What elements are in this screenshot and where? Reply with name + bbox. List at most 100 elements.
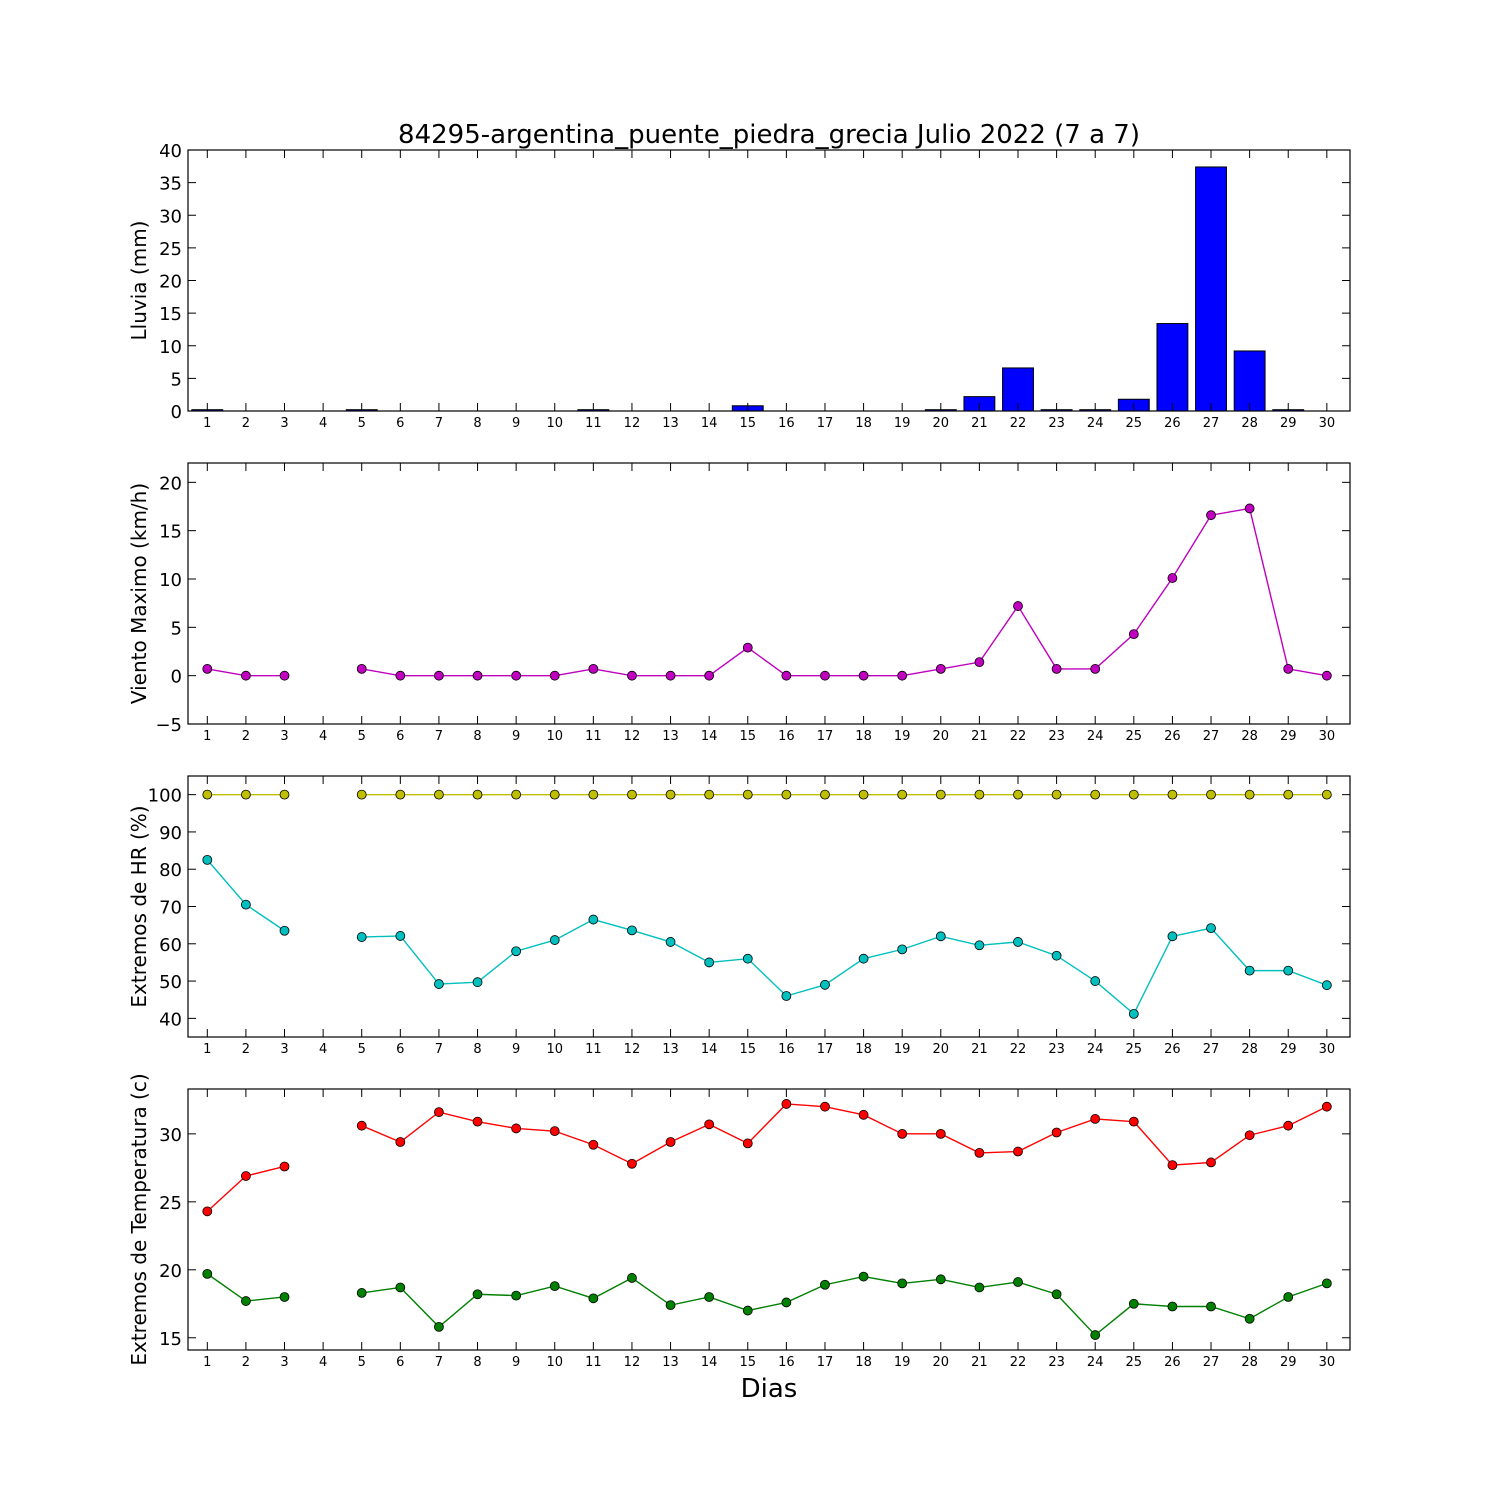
x-tick-label: 22	[1010, 416, 1027, 431]
series-1-point-day-27	[1206, 1157, 1216, 1168]
x-tick-label: 7	[435, 1355, 443, 1370]
series-1-point-day-10	[549, 1126, 560, 1137]
x-tick-label: 2	[242, 416, 250, 431]
series-2-point-day-17	[820, 1279, 830, 1290]
series-2-point-day-6	[395, 931, 406, 941]
series-1-point-day-21	[974, 657, 985, 668]
series-1-point-day-30	[1321, 1101, 1332, 1112]
series-1-point-day-1	[202, 789, 213, 800]
series-2-point-day-26	[1167, 1301, 1178, 1312]
series-1-point-day-2	[241, 789, 251, 800]
x-tick-label: 19	[894, 1355, 911, 1370]
x-tick-label: 10	[546, 1042, 563, 1057]
series-2-point-day-10	[549, 935, 560, 945]
series-2-point-day-25	[1128, 1298, 1139, 1309]
series-2-point-day-25	[1128, 1008, 1139, 1019]
plot-area	[188, 463, 1350, 724]
series-1-point-day-22	[1013, 1146, 1023, 1157]
series-1-point-day-16	[781, 1099, 792, 1109]
series-1-point-day-3	[279, 670, 290, 681]
y-axis-label: Extremos de HR (%)	[127, 805, 151, 1007]
y-tick-label: 100	[148, 786, 182, 807]
x-tick-label: 27	[1203, 1042, 1220, 1057]
x-tick-label: 16	[778, 416, 795, 431]
series-1-point-day-12	[627, 1158, 637, 1169]
series-2-point-day-13	[665, 937, 676, 947]
series-2-point-day-12	[627, 925, 637, 936]
x-tick-label: 17	[817, 1042, 834, 1057]
x-tick-label: 15	[739, 416, 756, 431]
x-tick-label: 15	[739, 1042, 756, 1057]
x-tick-label: 12	[624, 1355, 641, 1370]
y-tick-label: 15	[159, 304, 182, 325]
x-tick-label: 1	[203, 729, 211, 744]
x-tick-label: 7	[435, 729, 443, 744]
series-1-point-day-28	[1244, 789, 1255, 800]
series-2-point-day-7	[434, 1321, 444, 1332]
y-tick-label: 40	[159, 141, 182, 162]
y-tick-label: 15	[159, 522, 182, 543]
x-tick-label: 30	[1319, 1355, 1336, 1370]
series-2-point-day-16	[781, 991, 792, 1001]
series-1-point-day-11	[588, 664, 599, 674]
x-tick-label: 17	[817, 1355, 834, 1370]
series-1-point-day-9	[511, 789, 522, 800]
x-tick-label: 10	[546, 416, 563, 431]
x-tick-label: 21	[971, 1355, 988, 1370]
series-1-point-day-28	[1244, 503, 1255, 514]
series-2-point-day-11	[588, 914, 599, 925]
series-2-point-day-22	[1013, 937, 1023, 947]
x-tick-label: 22	[1010, 1042, 1027, 1057]
series-2-point-day-8	[472, 977, 483, 988]
y-tick-label: 20	[159, 1261, 182, 1282]
x-tick-label: 11	[585, 1355, 602, 1370]
x-tick-label: 30	[1319, 416, 1336, 431]
y-tick-label: 40	[159, 1009, 182, 1030]
series-2-point-day-27	[1206, 1301, 1216, 1312]
x-tick-label: 16	[778, 1042, 795, 1057]
x-tick-label: 25	[1126, 1042, 1143, 1057]
series-1-point-day-7	[434, 670, 444, 681]
series-1-point-day-22	[1013, 789, 1023, 800]
series-1-point-day-12	[627, 789, 637, 800]
series-2-point-day-3	[279, 1292, 290, 1302]
x-tick-label: 24	[1087, 729, 1104, 744]
x-tick-label: 24	[1087, 1355, 1104, 1370]
series-1-point-day-20	[935, 1128, 946, 1139]
x-tick-label: 23	[1048, 729, 1065, 744]
series-1-point-day-29	[1283, 1120, 1294, 1131]
series-1-point-day-14	[704, 1119, 715, 1130]
series-1-point-day-13	[665, 670, 676, 681]
series-2-point-day-14	[704, 1292, 715, 1302]
x-tick-label: 10	[546, 729, 563, 744]
x-tick-label: 6	[396, 416, 404, 431]
series-2-point-day-28	[1244, 965, 1255, 976]
bar-day-27	[1195, 166, 1227, 412]
series-1-point-day-5	[356, 1120, 367, 1131]
series-1-point-day-7	[434, 789, 444, 800]
series-1-point-day-6	[395, 789, 406, 800]
series-2-point-day-9	[511, 1290, 522, 1301]
x-tick-label: 2	[242, 1355, 250, 1370]
x-tick-label: 13	[662, 1355, 679, 1370]
x-tick-label: 14	[701, 1355, 718, 1370]
series-1-point-day-3	[279, 789, 290, 800]
x-tick-label: 19	[894, 1042, 911, 1057]
series-1-point-day-30	[1321, 670, 1332, 681]
x-tick-label: 4	[319, 416, 327, 431]
x-tick-label: 11	[585, 1042, 602, 1057]
plot-area	[188, 776, 1350, 1037]
x-tick-label: 29	[1280, 1042, 1297, 1057]
series-2-point-day-15	[742, 1305, 753, 1316]
x-tick-label: 17	[817, 416, 834, 431]
series-1-point-day-20	[935, 664, 946, 674]
x-tick-label: 16	[778, 1355, 795, 1370]
x-tick-label: 19	[894, 729, 911, 744]
x-tick-label: 21	[971, 1042, 988, 1057]
y-tick-label: 60	[159, 935, 182, 956]
y-tick-label: −5	[155, 715, 182, 736]
x-tick-label: 14	[701, 416, 718, 431]
series-2-point-day-26	[1167, 931, 1178, 942]
series-1-point-day-28	[1244, 1130, 1255, 1141]
